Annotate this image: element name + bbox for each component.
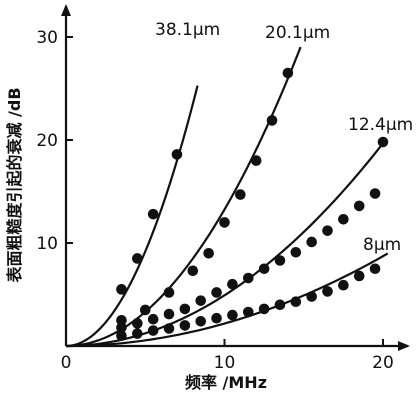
data-point (132, 253, 143, 264)
data-point (258, 263, 270, 275)
data-point (266, 115, 278, 126)
data-point (353, 270, 365, 282)
series-curve (65, 138, 388, 348)
data-point (306, 291, 317, 302)
x-axis-label: 频率 /MHz (185, 373, 267, 392)
data-point (377, 136, 389, 148)
x-tick-label: 0 (61, 353, 72, 373)
data-point (242, 306, 254, 318)
data-point (242, 272, 254, 284)
data-point (132, 318, 143, 329)
data-point (274, 255, 286, 266)
data-point (338, 214, 349, 225)
fit-curves (65, 46, 389, 348)
data-point (369, 263, 381, 275)
data-point (306, 236, 317, 248)
data-point (179, 303, 191, 315)
data-point (282, 67, 294, 79)
data-point (250, 155, 262, 166)
series-label: 20.1μm (265, 23, 330, 43)
series-curve (65, 46, 302, 348)
series-curve (65, 252, 389, 348)
data-point (163, 308, 175, 320)
data-point (219, 217, 230, 228)
y-axis-label: 表面粗糙度引起的衰减 /dB (5, 87, 24, 283)
data-point (338, 279, 349, 291)
data-point (163, 323, 175, 334)
data-point (171, 149, 183, 160)
data-points (116, 67, 389, 342)
data-point (147, 325, 159, 336)
data-point (116, 330, 127, 342)
x-tick-label: 20 (372, 353, 394, 373)
series-label: 8μm (363, 235, 401, 255)
data-point (195, 315, 207, 327)
data-point (274, 299, 286, 311)
data-point (187, 265, 199, 277)
data-point (227, 309, 238, 321)
data-point (290, 296, 302, 308)
data-point (116, 284, 127, 295)
data-point (147, 313, 159, 325)
data-point (195, 295, 207, 306)
data-point (211, 312, 222, 324)
data-point (132, 328, 143, 339)
data-point (147, 208, 159, 220)
data-point (203, 248, 214, 259)
series-label: 38.1μm (155, 20, 220, 40)
axes: 0 10 20 10 20 30 (36, 4, 410, 373)
data-point (163, 287, 175, 298)
data-point (211, 287, 222, 298)
data-point (322, 286, 333, 297)
y-tick-label: 20 (36, 131, 58, 151)
y-tick-label: 30 (36, 28, 58, 48)
series-label: 12.4μm (348, 115, 413, 135)
data-point (235, 189, 246, 200)
data-point (258, 303, 270, 315)
data-point (353, 200, 365, 212)
data-point (179, 320, 191, 331)
y-tick-label: 10 (36, 234, 58, 254)
data-point (369, 188, 381, 199)
series-curve (65, 85, 199, 348)
data-point (139, 304, 151, 316)
x-tick-label: 10 (214, 353, 236, 373)
data-point (116, 322, 127, 333)
series-labels: 38.1μm 20.1μm 12.4μm 8μm (155, 20, 413, 255)
data-point (322, 225, 333, 236)
data-point (227, 278, 238, 290)
data-point (290, 246, 302, 258)
